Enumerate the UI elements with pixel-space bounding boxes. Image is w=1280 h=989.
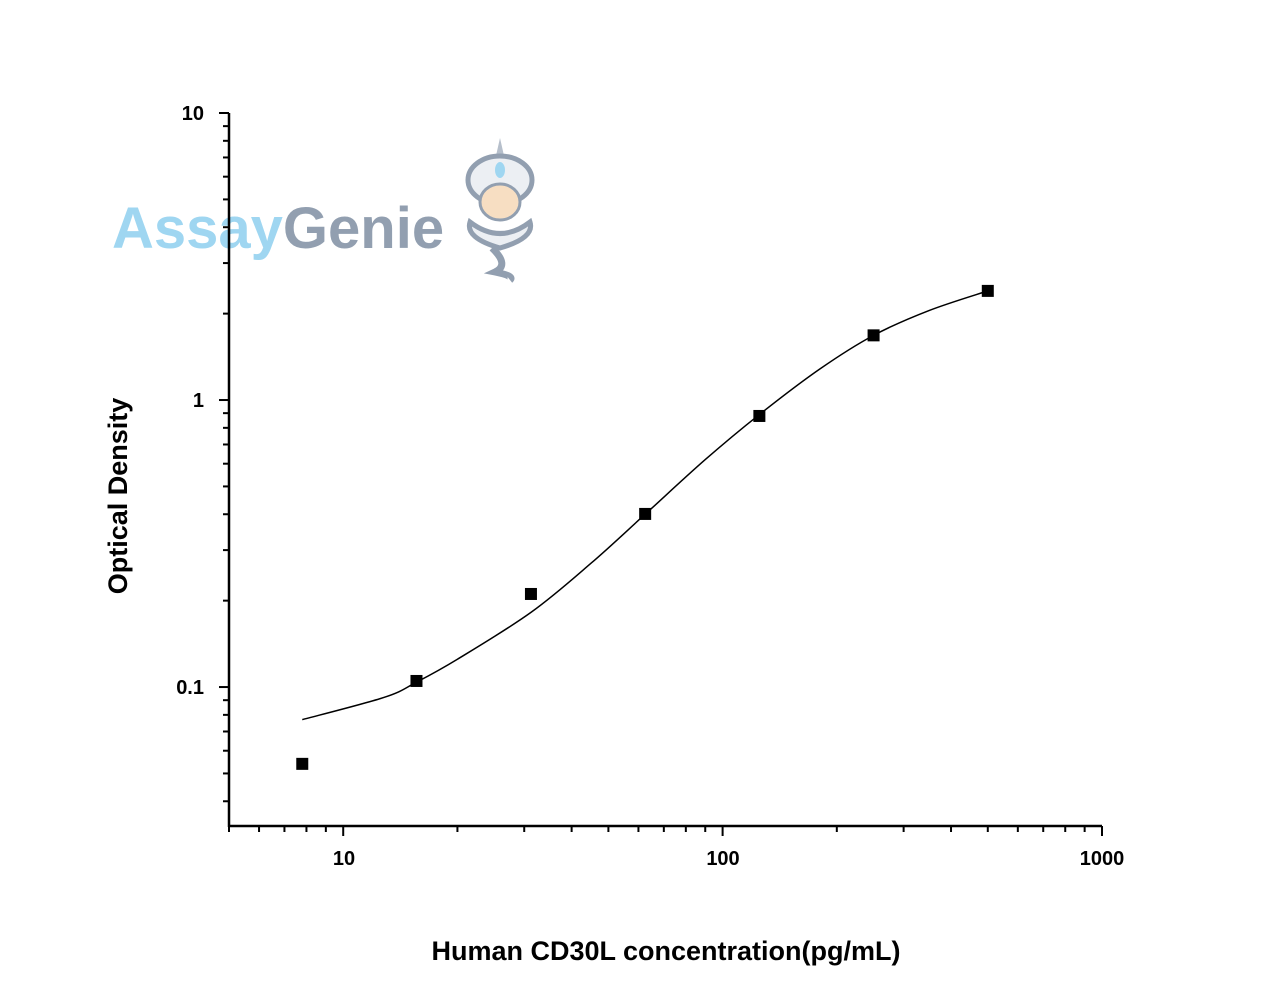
data-marks [296, 284, 994, 770]
watermark-text-assay: Assay [112, 196, 283, 261]
watermark-text-genie: Genie [283, 196, 444, 261]
axes [227, 113, 1102, 828]
genie-mascot-icon [465, 138, 535, 283]
data-point [296, 757, 309, 770]
data-point [410, 674, 423, 687]
x-tick-label-1000: 1000 [1080, 848, 1125, 870]
data-point [867, 329, 880, 342]
data-point [753, 409, 766, 422]
x-tick-label-10: 10 [333, 848, 355, 870]
assaygenie-watermark-logo: AssayGenie [112, 138, 535, 283]
x-axis-title: Human CD30L concentration(pg/mL) [431, 936, 900, 966]
x-tick-label-100: 100 [706, 848, 739, 870]
fit-curve-line [302, 290, 989, 721]
data-point [639, 507, 652, 520]
y-tick-label-1: 1 [193, 390, 204, 412]
y-tick-label-0.1: 0.1 [176, 677, 204, 699]
data-point [524, 587, 537, 600]
svg-text:AssayGenie: AssayGenie [112, 196, 444, 261]
data-point [981, 284, 994, 297]
y-axis-title: Optical Density [103, 398, 133, 595]
ticks [219, 112, 1103, 836]
y-tick-label-10: 10 [182, 103, 204, 125]
